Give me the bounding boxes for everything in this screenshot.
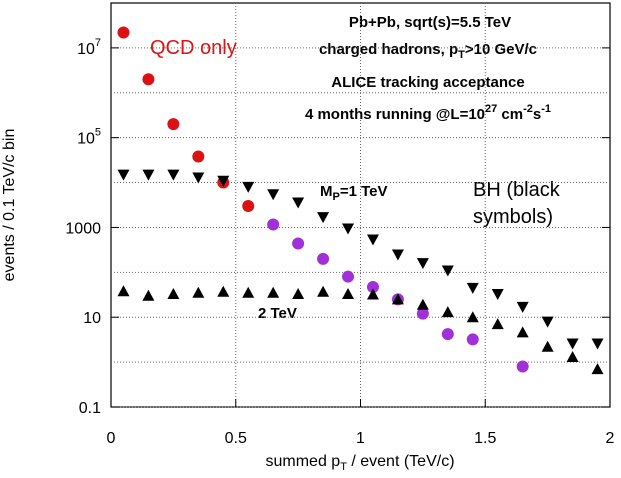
series-label: 2 TeV (258, 305, 297, 322)
x-tick-label: 2 (606, 430, 615, 447)
data-point (267, 218, 280, 231)
data-point (167, 169, 180, 181)
x-tick-label: 0.5 (225, 430, 247, 447)
y-tick-label: 107 (77, 37, 101, 58)
y-tick-label: 0.1 (79, 400, 101, 417)
annotation: ALICE tracking acceptance (331, 74, 524, 91)
series-label: MP=1 TeV (320, 183, 388, 203)
y-tick-label: 1000 (65, 220, 101, 237)
data-point (342, 287, 355, 299)
data-point (317, 212, 330, 224)
series-label: QCD only (150, 37, 237, 59)
data-point (441, 328, 454, 341)
data-point (342, 223, 355, 235)
data-point (192, 150, 205, 163)
annotation: symbols) (473, 206, 553, 228)
data-point (242, 200, 255, 213)
data-point (117, 26, 130, 39)
data-point (566, 350, 579, 362)
data-point (391, 249, 404, 261)
x-tick-label: 1 (356, 430, 365, 447)
data-point (217, 175, 230, 187)
data-point (317, 285, 330, 297)
data-point (416, 258, 429, 270)
data-point (441, 306, 454, 318)
data-point (267, 189, 280, 201)
data-point (541, 340, 554, 352)
data-point (391, 293, 404, 305)
data-point (117, 169, 130, 181)
annotation: charged hadrons, pT>10 GeV/c (319, 41, 537, 61)
data-point (416, 307, 429, 320)
data-point (117, 285, 130, 297)
data-point (516, 360, 529, 373)
data-point (491, 288, 504, 300)
data-point (242, 181, 255, 193)
data-point (142, 73, 155, 86)
data-point (466, 311, 479, 323)
data-point (342, 270, 355, 283)
data-point (516, 301, 529, 313)
data-point (441, 265, 454, 277)
data-point (317, 252, 330, 265)
y-tick-label: 105 (77, 127, 101, 148)
data-point (292, 287, 305, 299)
data-point (566, 338, 579, 350)
data-point (167, 287, 180, 299)
data-point (292, 237, 305, 250)
data-point (491, 318, 504, 330)
data-point (366, 281, 379, 294)
y-axis-label: events / 0.1 TeV/c bin (1, 129, 18, 282)
data-point (541, 316, 554, 328)
annotation: 4 months running @L=1027 cm-2s-1 (305, 103, 551, 123)
data-point (516, 326, 529, 338)
data-point (366, 234, 379, 246)
data-point (192, 286, 205, 298)
data-point (366, 288, 379, 300)
data-point (242, 286, 255, 298)
x-tick-label: 1.5 (474, 430, 496, 447)
x-axis-label: summed pT / event (TeV/c) (265, 453, 454, 473)
data-point (466, 333, 479, 346)
data-point (142, 169, 155, 181)
data-point (416, 298, 429, 310)
data-point (591, 363, 604, 375)
data-point (591, 338, 604, 350)
data-point (267, 286, 280, 298)
data-point (217, 285, 230, 297)
annotation: Pb+Pb, sqrt(s)=5.5 TeV (349, 14, 511, 31)
data-point (192, 172, 205, 184)
data-point (142, 289, 155, 301)
y-tick-label: 10 (83, 310, 101, 327)
data-point (466, 282, 479, 294)
annotation: BH (black (473, 179, 561, 201)
data-point (292, 197, 305, 209)
data-point (167, 118, 180, 131)
x-tick-label: 0 (107, 430, 116, 447)
